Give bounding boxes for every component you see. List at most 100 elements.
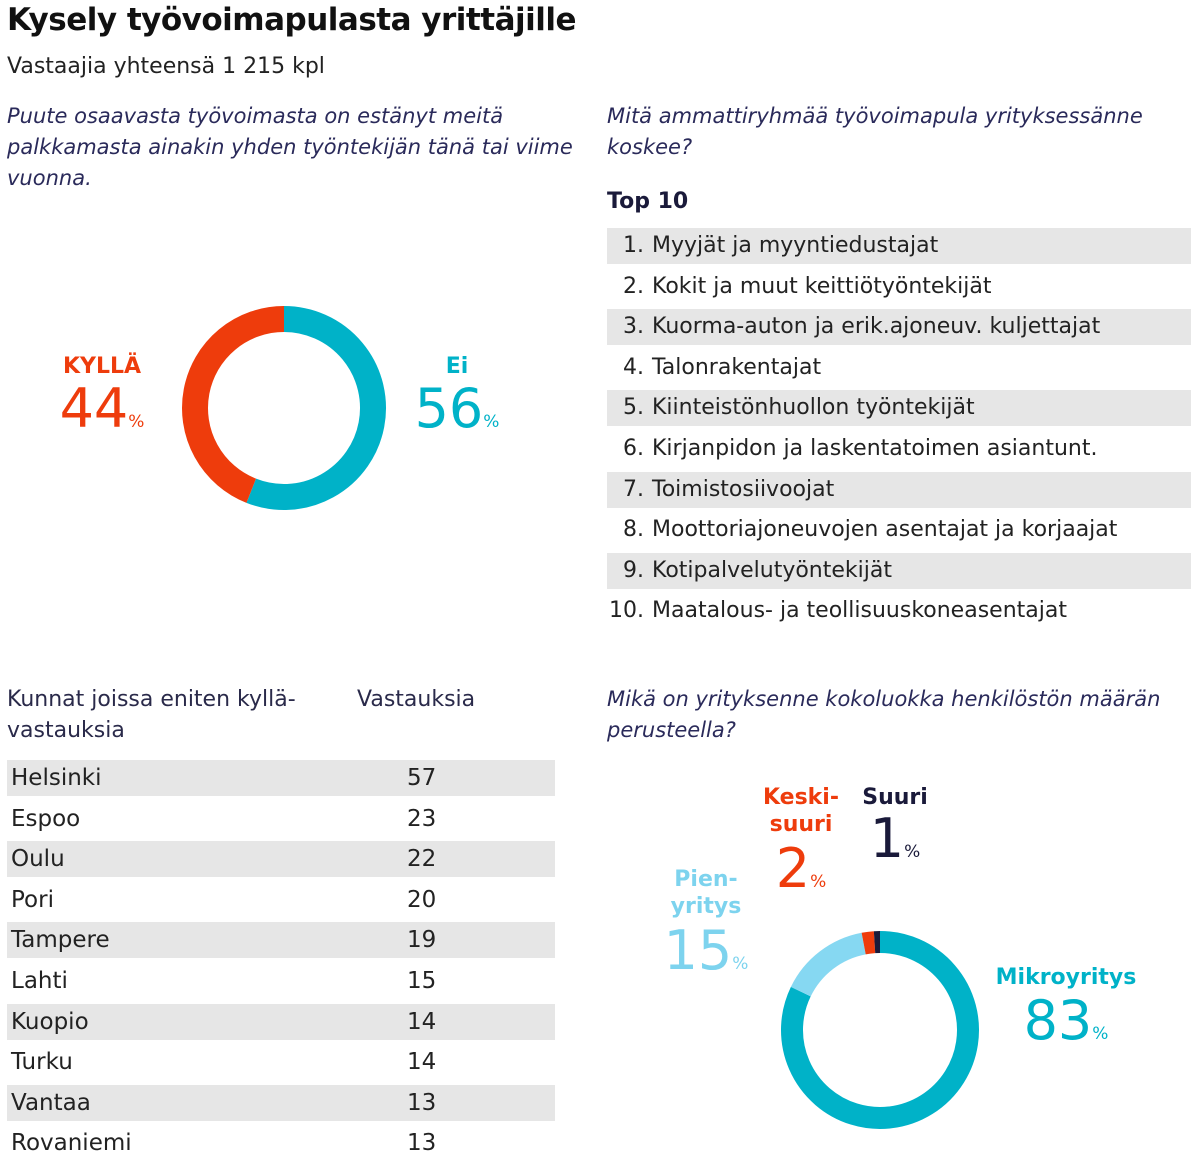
donut-slice-ei	[246, 306, 386, 510]
top10-label: Maatalous- ja teollisuuskoneasentajat	[652, 598, 1067, 624]
top10-rank: 4.	[623, 354, 644, 380]
city-answer-count: 57	[407, 765, 437, 791]
mikroyritys-label: Mikroyritys	[966, 964, 1166, 991]
ei-number: 56	[414, 377, 484, 440]
top10-row: 6. Kirjanpidon ja laskentatoimen asiantun…	[607, 431, 1191, 467]
city-answer-count: 13	[407, 1130, 437, 1157]
kylla-number: 44	[59, 377, 129, 440]
top10-label: Myyjät ja myyntiedustajat	[652, 233, 939, 258]
keskisuuri-percent-sign: %	[810, 872, 827, 892]
kylla-label: KYLLÄ	[2, 353, 202, 380]
donut-slice-mikroyritys	[781, 931, 979, 1129]
city-answer-count: 14	[407, 1008, 437, 1035]
top10-label: Kotipalvelutyöntekijät	[652, 557, 892, 583]
top10-label: Kuorma-auton ja erik.ajoneuv. kuljettaja…	[652, 314, 1101, 340]
top10-label: Kokit ja muut keittiötyöntekijät	[652, 273, 992, 299]
mikroyritys-number: 83	[1023, 989, 1093, 1052]
donut-slice-kylla	[182, 306, 285, 503]
question-occupation-groups: Mitä ammattiryhmää työvoimapula yritykse…	[607, 104, 1143, 159]
top10-rank: 1.	[623, 233, 644, 258]
top10-rank: 10.	[609, 598, 644, 624]
mikroyritys-value: 83%	[966, 994, 1166, 1061]
kylla-label-line: KYLLÄ	[62, 354, 142, 379]
top10-row: 1. Myyjät ja myyntiedustajat	[607, 228, 1191, 264]
city-row: Pori 20	[7, 882, 555, 918]
city-name: Turku	[11, 1049, 73, 1076]
top10-label: Kiinteistönhuollon työntekijät	[652, 395, 975, 421]
pienyritys-label-line: Pien-	[674, 867, 738, 892]
city-name: Espoo	[11, 805, 81, 832]
mikroyritys-label-line: Mikroyritys	[995, 965, 1137, 990]
suuri-percent-sign: %	[904, 842, 921, 862]
donut-slice-pienyritys	[790, 932, 867, 997]
top10-row: 4. Talonrakentajat	[607, 350, 1191, 386]
top10-row: 7. Toimistosiivoojat	[607, 471, 1191, 508]
top10-rank: 2.	[623, 273, 644, 299]
top10-label: Talonrakentajat	[652, 354, 822, 380]
top10-rank: 6.	[623, 436, 644, 461]
pienyritys-value: 15%	[606, 924, 806, 991]
top10-row: 3. Kuorma-auton ja erik.ajoneuv. kuljetta…	[607, 309, 1191, 346]
ei-label-line: Ei	[445, 354, 469, 379]
kylla-value: 44%	[2, 382, 202, 449]
top10-label: Kirjanpidon ja laskentatoimen asiantunt.	[652, 436, 1098, 461]
keskisuuri-label-line: suuri	[769, 812, 833, 837]
city-name: Kuopio	[11, 1008, 89, 1035]
city-name: Vantaa	[11, 1089, 91, 1116]
city-row: Tampere 19	[7, 922, 555, 959]
top10-rank: 7.	[623, 476, 644, 502]
city-answer-count: 23	[407, 805, 437, 832]
city-name: Rovaniemi	[11, 1130, 132, 1157]
city-answer-count: 14	[407, 1049, 437, 1076]
page-title: Kysely työvoimapulasta yrittäjille	[7, 2, 577, 38]
keskisuuri-value: 2%	[701, 842, 901, 909]
city-row: Kuopio 14	[7, 1003, 555, 1040]
city-answer-count: 15	[407, 968, 437, 994]
donut-slice-keskisuuri	[861, 931, 876, 955]
ei-label: Ei	[357, 353, 557, 380]
answers-column-header: Vastauksia	[357, 687, 476, 712]
question-hiring-prevented: Puute osaavasta työvoimasta on estänyt m…	[7, 104, 573, 190]
suuri-number: 1	[869, 807, 905, 870]
top10-row: 9. Kotipalvelutyöntekijät	[607, 552, 1191, 589]
mikroyritys-percent-sign: %	[1092, 1024, 1109, 1044]
top10-rank: 5.	[623, 395, 644, 421]
kylla-percent-sign: %	[128, 412, 145, 432]
pienyritys-percent-sign: %	[732, 954, 749, 974]
top10-title: Top 10	[607, 189, 689, 214]
top10-row: 10. Maatalous- ja teollisuuskoneasentajat	[607, 593, 1191, 629]
city-row: Lahti 15	[7, 963, 555, 999]
city-row: Vantaa 13	[7, 1084, 555, 1121]
keskisuuri-label: Keski-suuri	[701, 784, 901, 838]
keskisuuri-label-line: Keski-	[763, 785, 839, 810]
pienyritys-label: Pien-yritys	[606, 866, 806, 920]
city-row: Helsinki 57	[7, 760, 555, 796]
top10-rank: 3.	[623, 314, 644, 340]
city-name: Tampere	[11, 927, 110, 954]
ei-percent-sign: %	[483, 412, 500, 432]
suuri-label: Suuri	[795, 784, 995, 811]
city-answer-count: 13	[407, 1089, 437, 1116]
top10-label: Toimistosiivoojat	[652, 476, 835, 502]
city-answer-count: 20	[407, 886, 437, 913]
top10-row: 2. Kokit ja muut keittiötyöntekijät	[607, 269, 1191, 305]
ei-value: 56%	[357, 382, 557, 449]
city-name: Lahti	[11, 968, 68, 994]
cities-column-header: Kunnat joissa eniten kyllä-vastauksia	[7, 687, 296, 743]
top10-row: 8. Moottoriajoneuvojen asentajat ja korja…	[607, 512, 1191, 548]
suuri-value: 1%	[795, 812, 995, 879]
top10-rank: 8.	[623, 517, 644, 543]
city-name: Helsinki	[11, 765, 102, 791]
suuri-label-line: Suuri	[862, 785, 928, 810]
city-row: Rovaniemi 13	[7, 1125, 555, 1161]
city-row: Espoo 23	[7, 801, 555, 837]
city-answer-count: 22	[407, 846, 437, 873]
question-company-size: Mikä on yrityksenne kokoluokka henkilöst…	[607, 687, 1161, 742]
city-row: Turku 14	[7, 1044, 555, 1080]
city-name: Oulu	[11, 846, 65, 873]
pienyritys-label-line: yritys	[670, 894, 742, 919]
page-subtitle: Vastaajia yhteensä 1 215 kpl	[7, 54, 325, 79]
top10-row: 5. Kiinteistönhuollon työntekijät	[607, 390, 1191, 427]
top10-label: Moottoriajoneuvojen asentajat ja korjaaj…	[652, 517, 1118, 543]
pienyritys-number: 15	[663, 919, 733, 982]
